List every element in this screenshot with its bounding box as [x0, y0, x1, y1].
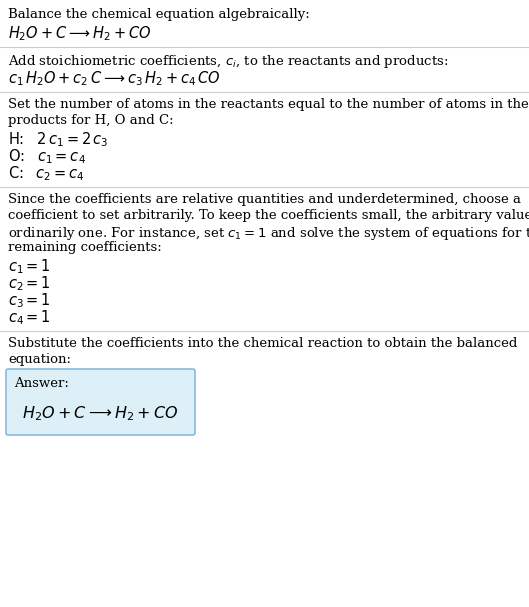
Text: Add stoichiometric coefficients, $c_i$, to the reactants and products:: Add stoichiometric coefficients, $c_i$, … [8, 53, 449, 70]
Text: ordinarily one. For instance, set $c_1 = 1$ and solve the system of equations fo: ordinarily one. For instance, set $c_1 =… [8, 225, 529, 242]
Text: C: $\;\; c_2 = c_4$: C: $\;\; c_2 = c_4$ [8, 164, 85, 183]
Text: remaining coefficients:: remaining coefficients: [8, 241, 162, 254]
Text: $c_1 = 1$: $c_1 = 1$ [8, 257, 51, 276]
Text: Set the number of atoms in the reactants equal to the number of atoms in the: Set the number of atoms in the reactants… [8, 98, 529, 111]
Text: products for H, O and C:: products for H, O and C: [8, 114, 174, 127]
Text: $c_2 = 1$: $c_2 = 1$ [8, 274, 51, 293]
Text: H: $\;\; 2\,c_1 = 2\,c_3$: H: $\;\; 2\,c_1 = 2\,c_3$ [8, 130, 108, 149]
Text: O: $\;\; c_1 = c_4$: O: $\;\; c_1 = c_4$ [8, 147, 86, 166]
Text: $c_4 = 1$: $c_4 = 1$ [8, 308, 51, 327]
FancyBboxPatch shape [6, 369, 195, 435]
Text: Substitute the coefficients into the chemical reaction to obtain the balanced: Substitute the coefficients into the che… [8, 337, 517, 350]
Text: $H_2O + C \longrightarrow H_2 + CO$: $H_2O + C \longrightarrow H_2 + CO$ [22, 404, 179, 423]
Text: coefficient to set arbitrarily. To keep the coefficients small, the arbitrary va: coefficient to set arbitrarily. To keep … [8, 209, 529, 222]
Text: $H_2O + C \longrightarrow H_2 + CO$: $H_2O + C \longrightarrow H_2 + CO$ [8, 24, 151, 42]
Text: Balance the chemical equation algebraically:: Balance the chemical equation algebraica… [8, 8, 310, 21]
Text: $c_1\, H_2O + c_2\, C \longrightarrow c_3\, H_2 + c_4\, CO$: $c_1\, H_2O + c_2\, C \longrightarrow c_… [8, 69, 221, 87]
Text: Since the coefficients are relative quantities and underdetermined, choose a: Since the coefficients are relative quan… [8, 193, 521, 206]
Text: equation:: equation: [8, 353, 71, 366]
Text: Answer:: Answer: [14, 377, 69, 390]
Text: $c_3 = 1$: $c_3 = 1$ [8, 291, 51, 310]
